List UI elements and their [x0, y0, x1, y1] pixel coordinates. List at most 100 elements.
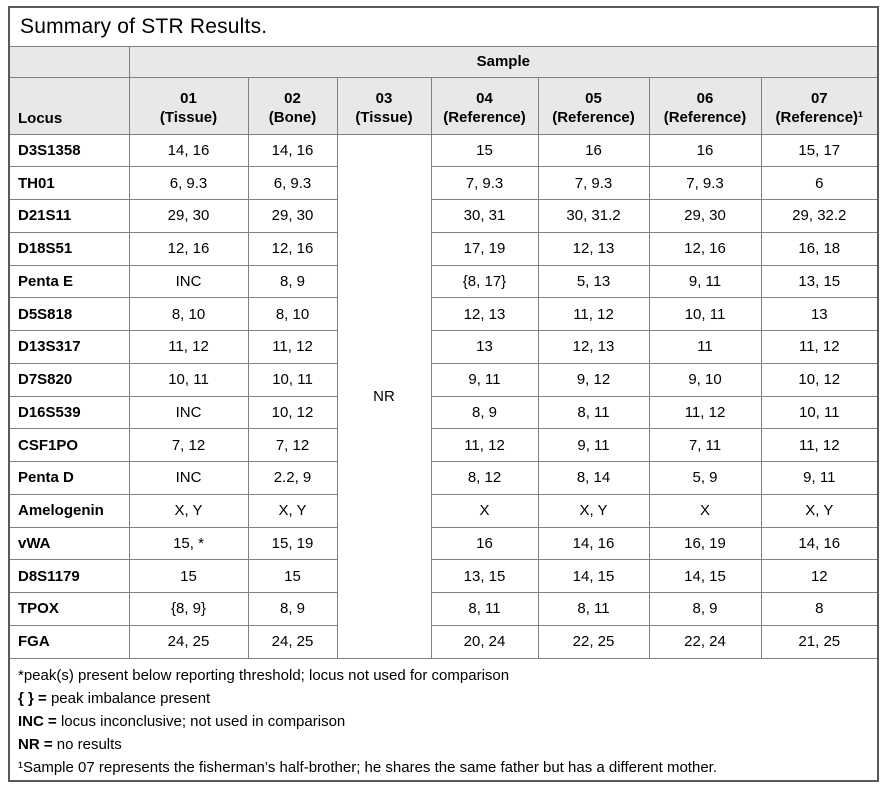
value-cell: 5, 9	[648, 461, 762, 495]
sample-type: (Tissue)	[355, 108, 413, 126]
value-cell: 11, 12	[760, 428, 879, 462]
value-cell: 9, 10	[648, 362, 762, 397]
value-cell: 16	[648, 133, 762, 168]
locus-cell: Penta D	[8, 461, 130, 495]
locus-cell: Amelogenin	[8, 493, 130, 528]
value-cell: 29, 30	[648, 199, 762, 233]
value-cell: X, Y	[537, 493, 650, 528]
value-cell: 6, 9.3	[247, 166, 338, 200]
column-header-04: 04 (Reference)	[430, 76, 539, 135]
value-cell: 8, 14	[537, 461, 650, 495]
value-cell: 9, 11	[648, 264, 762, 299]
value-cell: 14, 15	[648, 559, 762, 593]
value-cell: 14, 16	[247, 133, 338, 168]
sample-span-row: Sample	[8, 45, 879, 78]
footnotes-row: *peak(s) present below reporting thresho…	[8, 657, 879, 782]
footnote-prefix: { } =	[18, 689, 51, 707]
footnote-line: { } = peak imbalance present	[18, 687, 869, 710]
footnote-prefix: NR =	[18, 736, 57, 754]
value-cell: 10, 11	[247, 362, 338, 397]
value-cell: X, Y	[247, 493, 338, 528]
value-cell: 14, 16	[128, 133, 249, 168]
value-cell: 11, 12	[648, 395, 762, 430]
value-cell: 29, 30	[128, 199, 249, 233]
value-cell: 24, 25	[128, 624, 249, 659]
value-cell: 7, 12	[128, 428, 249, 462]
str-results-table: Summary of STR Results. Sample Locus 01 …	[8, 6, 880, 782]
value-cell: 8	[760, 592, 879, 626]
value-cell: INC	[128, 461, 249, 495]
value-cell: {8, 17}	[430, 264, 539, 299]
table-row: D16S539 INC 10, 12 8, 9 8, 11 11, 12 10,…	[8, 395, 879, 430]
table-row: D3S1358 14, 16 14, 16 NR 15 16 16 15, 17	[8, 133, 879, 659]
value-cell: INC	[128, 395, 249, 430]
footnote-line: ¹Sample 07 represents the fisherman’s ha…	[18, 756, 869, 779]
value-cell: 13, 15	[430, 559, 539, 593]
value-cell: 24, 25	[247, 624, 338, 659]
locus-cell: D13S317	[8, 330, 130, 364]
value-cell: 12, 16	[128, 231, 249, 266]
value-cell: 15, 17	[760, 133, 879, 168]
value-cell: 8, 11	[430, 592, 539, 626]
value-cell: 8, 9	[247, 592, 338, 626]
table-row: TH01 6, 9.3 6, 9.3 7, 9.3 7, 9.3 7, 9.3 …	[8, 166, 879, 200]
value-cell: 11, 12	[760, 330, 879, 364]
value-cell: 15	[128, 559, 249, 593]
value-cell: 15, *	[128, 526, 249, 561]
value-cell: 7, 9.3	[430, 166, 539, 200]
value-cell: {8, 9}	[128, 592, 249, 626]
table-row: TPOX {8, 9} 8, 9 8, 11 8, 11 8, 9 8	[8, 592, 879, 626]
footnote-prefix: INC =	[18, 712, 61, 730]
value-cell: 8, 10	[128, 297, 249, 331]
str-results-sheet: Summary of STR Results. Sample Locus 01 …	[8, 6, 880, 782]
footnote-text: no results	[56, 736, 122, 754]
sample-type: (Reference)	[443, 108, 526, 126]
value-cell: 15	[247, 559, 338, 593]
sample-number: 03	[375, 89, 393, 107]
footnote-text: peak imbalance present	[50, 689, 211, 707]
value-cell: 11	[648, 330, 762, 364]
value-cell: 14, 16	[760, 526, 879, 561]
value-cell: 16	[430, 526, 539, 561]
sample-type: (Reference)¹	[775, 108, 864, 126]
sample-type: (Reference)	[663, 108, 747, 126]
value-cell: 10, 11	[760, 395, 879, 430]
value-cell: 8, 9	[648, 592, 762, 626]
value-cell: 12, 16	[648, 231, 762, 266]
table-row: Amelogenin X, Y X, Y X X, Y X X, Y	[8, 493, 879, 528]
value-cell: 2.2, 9	[247, 461, 338, 495]
nr-merged-cell: NR	[336, 133, 432, 659]
table-row: D21S11 29, 30 29, 30 30, 31 30, 31.2 29,…	[8, 199, 879, 233]
value-cell: 11, 12	[537, 297, 650, 331]
footnotes-cell: *peak(s) present below reporting thresho…	[8, 657, 879, 782]
locus-cell: TPOX	[8, 592, 130, 626]
locus-cell: D21S11	[8, 199, 130, 233]
table-row: D7S820 10, 11 10, 11 9, 11 9, 12 9, 10 1…	[8, 362, 879, 397]
value-cell: 5, 13	[537, 264, 650, 299]
value-cell: 9, 11	[537, 428, 650, 462]
value-cell: 11, 12	[128, 330, 249, 364]
table-row: Penta E INC 8, 9 {8, 17} 5, 13 9, 11 13,…	[8, 264, 879, 299]
locus-cell: D16S539	[8, 395, 130, 430]
value-cell: X, Y	[760, 493, 879, 528]
value-cell: 12, 13	[537, 330, 650, 364]
locus-cell: D3S1358	[8, 133, 130, 168]
value-cell: 11, 12	[247, 330, 338, 364]
value-cell: 12	[760, 559, 879, 593]
value-cell: 10, 11	[128, 362, 249, 397]
page-title: Summary of STR Results.	[8, 6, 879, 47]
value-cell: 29, 32.2	[760, 199, 879, 233]
table-row: CSF1PO 7, 12 7, 12 11, 12 9, 11 7, 11 11…	[8, 428, 879, 462]
value-cell: 14, 16	[537, 526, 650, 561]
value-cell: 8, 9	[430, 395, 539, 430]
table-row: vWA 15, * 15, 19 16 14, 16 16, 19 14, 16	[8, 526, 879, 561]
column-header-02: 02 (Bone)	[247, 76, 338, 135]
value-cell: 12, 16	[247, 231, 338, 266]
table-row: D18S51 12, 16 12, 16 17, 19 12, 13 12, 1…	[8, 231, 879, 266]
value-cell: 8, 10	[247, 297, 338, 331]
column-header-06: 06 (Reference)	[648, 76, 762, 135]
value-cell: 10, 12	[760, 362, 879, 397]
locus-cell: vWA	[8, 526, 130, 561]
value-cell: 16, 18	[760, 231, 879, 266]
column-header-07: 07 (Reference)¹	[760, 76, 879, 135]
